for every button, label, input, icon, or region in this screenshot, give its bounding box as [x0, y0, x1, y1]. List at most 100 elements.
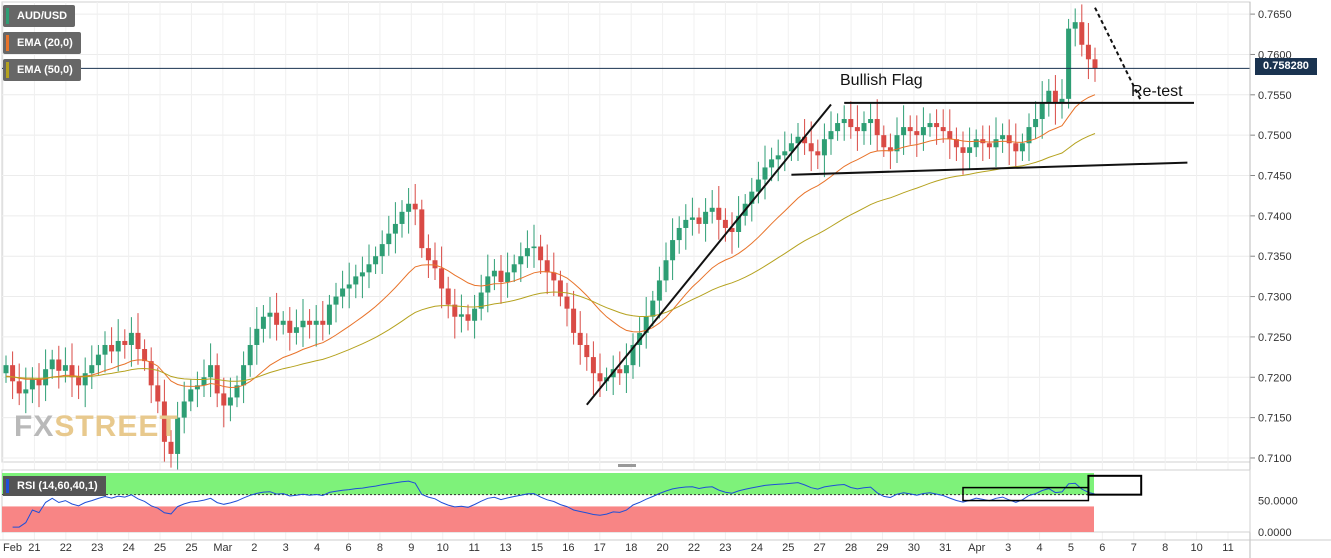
x-tick-label: 29	[876, 542, 888, 554]
candle-body	[175, 417, 181, 454]
rsi-legend-label: RSI (14,60,40,1)	[17, 480, 98, 492]
candle-body	[340, 288, 346, 297]
candle-body	[1046, 90, 1052, 103]
candle-body	[392, 223, 398, 234]
legend-ema20[interactable]: EMA (20,0)	[3, 32, 81, 54]
flag-lower-trendline	[791, 161, 1188, 176]
candle-body	[881, 135, 887, 148]
x-tick-label: Feb	[3, 542, 22, 554]
candle-series	[3, 4, 1098, 476]
price-grid	[1, 1, 1251, 540]
x-tick-label: 31	[939, 542, 951, 554]
candle-body	[577, 332, 583, 345]
rsi-breakout-box	[1087, 474, 1143, 496]
candle-body	[320, 320, 326, 325]
candle-body	[89, 365, 95, 374]
candle-body	[379, 244, 385, 257]
candle-body	[590, 357, 596, 374]
x-tick-label: Apr	[968, 542, 985, 554]
candle-body	[491, 270, 497, 277]
candle-body	[445, 288, 451, 305]
candle-body	[188, 389, 194, 402]
candle-body	[901, 127, 907, 136]
candle-body	[973, 139, 979, 148]
candle-body	[260, 316, 266, 329]
candle-body	[62, 365, 68, 371]
candle-body	[887, 147, 893, 152]
candle-body	[854, 127, 860, 132]
y-tick-label: 0.7400	[1258, 211, 1292, 223]
candle-body	[221, 393, 227, 406]
candle-body	[815, 151, 821, 156]
ema20-color-swatch	[6, 35, 9, 51]
x-tick-label: 21	[28, 542, 40, 554]
candle-body	[122, 340, 128, 345]
candle-body	[868, 119, 874, 124]
candle-body	[920, 127, 926, 136]
candle-body	[208, 365, 214, 378]
candle-body	[313, 320, 319, 325]
pane-resize-handle[interactable]	[618, 464, 636, 467]
candle-body	[16, 381, 22, 394]
candle-body	[788, 143, 794, 152]
candle-body	[49, 359, 55, 370]
candle-body	[155, 385, 161, 402]
candle-body	[115, 340, 121, 352]
candle-body	[148, 361, 154, 386]
candle-body	[953, 139, 959, 148]
ema20-line	[5, 94, 1096, 389]
candle-body	[254, 328, 260, 345]
y-tick-label: 0.7450	[1258, 171, 1292, 183]
y-tick-label: 0.7650	[1258, 9, 1292, 21]
candle-body	[274, 312, 280, 325]
candle-body	[729, 227, 735, 232]
candle-body	[478, 292, 484, 309]
candle-body	[241, 365, 247, 386]
candle-body	[280, 320, 286, 325]
x-tick-label: 8	[377, 542, 383, 554]
rsi-legend[interactable]: RSI (14,60,40,1)	[3, 476, 106, 496]
candle-body	[795, 136, 801, 144]
candle-body	[412, 203, 418, 210]
candle-body	[782, 151, 788, 156]
candle-body	[511, 264, 517, 273]
x-tick-label: 6	[345, 542, 351, 554]
x-tick-label: 13	[499, 542, 511, 554]
x-tick-label: 24	[751, 542, 763, 554]
candle-body	[861, 123, 867, 132]
candle-body	[95, 354, 101, 366]
candle-body	[56, 359, 62, 371]
legend-ema20-label: EMA (20,0)	[17, 37, 73, 49]
candle-body	[703, 211, 709, 224]
rsi-y-tick-label: 50.0000	[1258, 496, 1298, 508]
candle-body	[749, 191, 755, 204]
candle-body	[359, 272, 365, 277]
candle-body	[736, 215, 742, 232]
candle-body	[1085, 44, 1091, 60]
candle-body	[109, 344, 115, 352]
legend-ema50[interactable]: EMA (50,0)	[3, 59, 81, 81]
candle-body	[716, 207, 722, 220]
candle-body	[102, 344, 108, 355]
candle-body	[300, 320, 306, 328]
y-tick-label: 0.7250	[1258, 332, 1292, 344]
candle-body	[755, 179, 761, 192]
candle-body	[333, 296, 339, 305]
flagpole-trendline	[586, 103, 832, 406]
candle-body	[247, 344, 253, 366]
legend-symbol[interactable]: AUD/USD	[3, 5, 76, 27]
candle-body	[775, 155, 781, 160]
candle-body	[544, 260, 550, 273]
candle-body	[505, 272, 511, 283]
x-tick-label: 8	[1162, 542, 1168, 554]
candle-body	[597, 373, 603, 382]
candle-body	[524, 248, 530, 257]
candle-body	[168, 441, 174, 454]
rsi-lower-zone	[2, 506, 1094, 532]
x-tick-label: 11	[1222, 542, 1233, 554]
ema50-line	[5, 133, 1096, 382]
y-tick-label: 0.7550	[1258, 90, 1292, 102]
candle-body	[538, 246, 544, 261]
candle-body	[36, 378, 42, 386]
